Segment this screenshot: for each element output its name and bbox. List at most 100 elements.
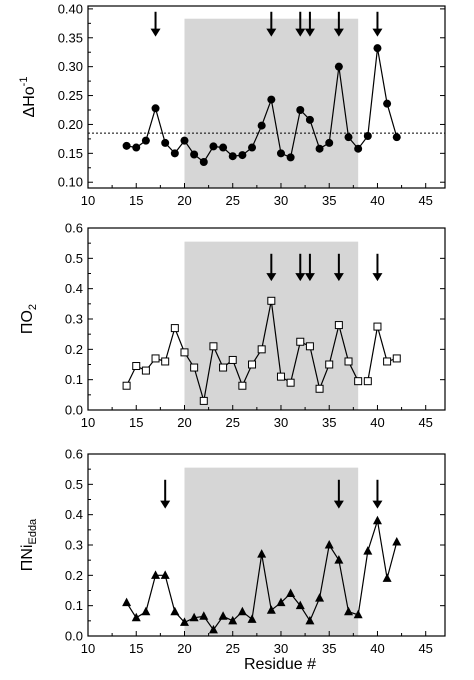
x-tick-label: 20: [177, 641, 191, 656]
data-point: [257, 121, 266, 130]
x-tick-label: 15: [129, 193, 143, 208]
arrow-head: [160, 500, 171, 509]
data-point: [122, 141, 131, 150]
arrow-head: [304, 273, 315, 282]
x-tick-label: 30: [274, 193, 288, 208]
data-point: [373, 44, 382, 53]
arrow-head: [150, 28, 161, 37]
data-point: [132, 362, 141, 371]
data-point: [315, 144, 324, 153]
data-point: [276, 372, 285, 381]
data-point: [161, 357, 170, 366]
data-point: [363, 377, 372, 386]
x-tick-label: 40: [370, 641, 384, 656]
data-point: [315, 384, 324, 393]
x-tick-label: 25: [225, 193, 239, 208]
data-point: [151, 354, 160, 363]
x-tick-label: 25: [225, 641, 239, 656]
data-point: [199, 396, 208, 405]
y-tick-label: 0.0: [65, 403, 83, 418]
data-point: [344, 357, 353, 366]
data-point: [228, 152, 237, 161]
data-point: [392, 536, 402, 546]
data-point: [208, 624, 218, 634]
data-point: [276, 597, 286, 607]
data-point: [238, 381, 247, 390]
data-point: [392, 354, 401, 363]
data-point: [141, 366, 150, 375]
data-point: [392, 133, 401, 142]
data-point: [199, 158, 208, 166]
data-point: [248, 143, 257, 152]
x-tick-label: 10: [81, 641, 95, 656]
data-point: [131, 612, 141, 622]
data-point: [170, 149, 179, 158]
y-tick-label: 0.4: [65, 507, 83, 522]
x-tick-label: 35: [322, 193, 336, 208]
y-tick-label: 0.2: [65, 568, 83, 583]
data-point: [334, 62, 343, 71]
x-tick-label: 40: [370, 193, 384, 208]
data-point: [257, 345, 266, 354]
data-point: [334, 321, 343, 330]
arrow-head: [266, 273, 277, 282]
data-point: [161, 138, 170, 147]
data-point: [141, 136, 150, 145]
data-point: [344, 133, 353, 142]
y-tick-label: 0.0: [65, 629, 83, 644]
arrow-head: [295, 273, 306, 282]
x-axis-title: Residue #: [244, 656, 316, 673]
y-axis-title: ΠNiEdda: [19, 518, 39, 571]
y-tick-label: 0.4: [65, 281, 83, 296]
x-tick-label: 20: [177, 193, 191, 208]
data-point: [383, 99, 392, 108]
data-point: [324, 540, 334, 549]
x-tick-label: 25: [225, 415, 239, 430]
arrow-head: [333, 273, 344, 282]
data-point: [190, 363, 199, 372]
data-point: [248, 360, 257, 369]
data-point: [363, 546, 373, 555]
data-point: [228, 615, 238, 625]
arrow-head: [372, 273, 383, 282]
data-point: [383, 357, 392, 366]
data-point: [305, 115, 314, 124]
x-tick-label: 30: [274, 641, 288, 656]
arrow-head: [295, 28, 306, 37]
y-tick-label: 0.15: [58, 146, 83, 161]
y-tick-label: 0.20: [58, 117, 83, 132]
data-point: [218, 611, 228, 620]
data-point: [382, 573, 392, 582]
y-axis-title: ΠO2: [19, 304, 39, 334]
series-line: [367, 326, 397, 382]
arrow-head: [372, 500, 383, 509]
data-point: [286, 153, 295, 162]
data-point: [354, 144, 363, 153]
data-point: [238, 151, 247, 160]
data-point: [267, 296, 276, 305]
data-point: [141, 606, 151, 616]
data-point: [180, 136, 189, 145]
data-point: [286, 588, 296, 598]
data-point: [267, 95, 276, 104]
data-point: [247, 614, 257, 623]
y-tick-label: 0.1: [65, 598, 83, 613]
x-tick-label: 10: [81, 193, 95, 208]
y-tick-label: 0.6: [65, 221, 83, 236]
panel-pi-ni-edda: 10 15 20 25 30 35 40 45 0.0 0.1 0.2 0.3 0.4 0.5 0.6 ΠNi…: [19, 447, 446, 656]
data-point: [179, 617, 189, 626]
data-point: [189, 612, 199, 622]
data-point: [209, 142, 218, 151]
data-point: [151, 104, 160, 113]
y-tick-label: 0.40: [58, 1, 83, 16]
data-point: [170, 606, 180, 616]
x-tick-label: 30: [274, 415, 288, 430]
data-point: [353, 609, 363, 619]
panel-delta-ho: 10 15 20 25 30 35 40 45 0.10 0.15 0.20 0.25 0.30 0.35…: [18, 1, 446, 208]
data-point: [276, 149, 285, 158]
data-point: [305, 615, 315, 625]
arrow-head: [333, 28, 344, 37]
data-point: [354, 377, 363, 386]
data-point: [199, 611, 209, 620]
